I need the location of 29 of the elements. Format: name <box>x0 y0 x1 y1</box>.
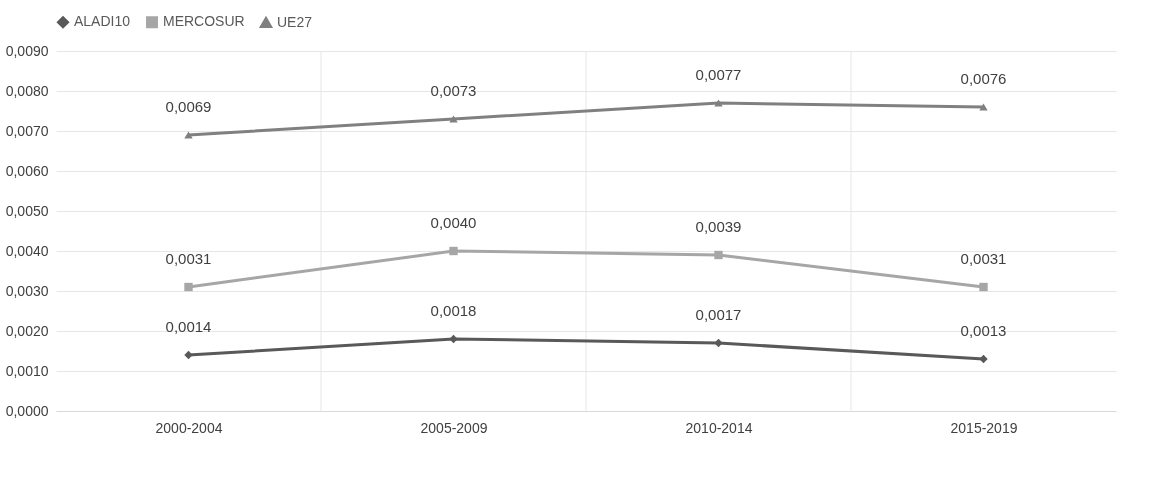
data-label: 0,0073 <box>430 82 477 99</box>
x-tick-label: 2010-2014 <box>685 419 753 436</box>
y-tick-label: 0,0090 <box>5 42 49 59</box>
y-tick-label: 0,0070 <box>5 122 49 139</box>
data-label: 0,0076 <box>960 70 1007 87</box>
data-label: 0,0031 <box>165 250 212 267</box>
data-label: 0,0017 <box>695 306 742 323</box>
y-tick-label: 0,0040 <box>5 242 49 259</box>
y-tick-label: 0,0050 <box>5 202 49 219</box>
y-tick-label: 0,0030 <box>5 282 49 299</box>
data-label: 0,0069 <box>165 98 212 115</box>
data-label: 0,0077 <box>695 66 742 83</box>
x-tick-label: 2000-2004 <box>155 419 223 436</box>
data-label: 0,0031 <box>960 250 1007 267</box>
data-label: 0,0040 <box>430 214 477 231</box>
legend-label: MERCOSUR <box>163 13 245 30</box>
data-label: 0,0013 <box>960 322 1007 339</box>
y-tick-label: 0,0000 <box>5 402 49 419</box>
y-tick-label: 0,0010 <box>5 362 49 379</box>
data-label: 0,0014 <box>165 318 212 335</box>
legend-label: UE27 <box>277 13 313 30</box>
y-tick-label: 0,0080 <box>5 82 49 99</box>
x-tick-label: 2005-2009 <box>420 419 488 436</box>
y-tick-label: 0,0060 <box>5 162 49 179</box>
data-label: 0,0018 <box>430 302 477 319</box>
y-tick-label: 0,0020 <box>5 322 49 339</box>
x-tick-label: 2015-2019 <box>950 419 1018 436</box>
data-label: 0,0039 <box>695 218 742 235</box>
legend-label: ALADI10 <box>74 13 131 30</box>
